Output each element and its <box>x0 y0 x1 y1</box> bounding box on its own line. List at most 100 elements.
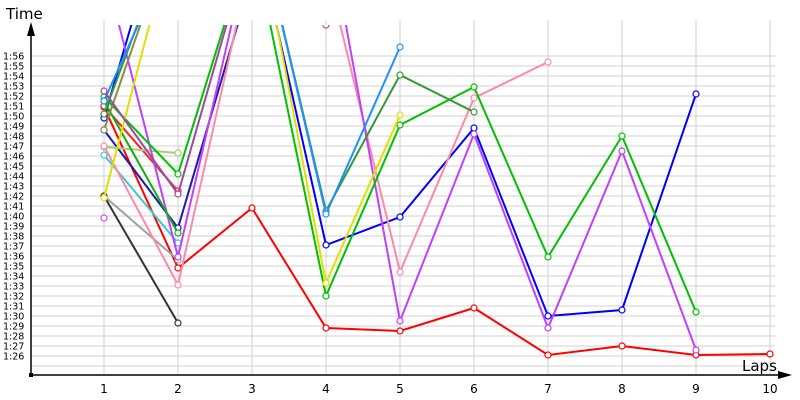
data-point <box>248 204 256 212</box>
y-tick-label: 1:48 <box>3 132 24 143</box>
data-point <box>174 229 182 237</box>
data-point <box>100 110 108 118</box>
x-tick-label: 5 <box>396 382 404 396</box>
data-point <box>470 83 478 91</box>
data-point <box>544 312 552 320</box>
y-tick-label: 1:54 <box>3 72 24 83</box>
series-16 <box>100 25 142 134</box>
x-tick-label: 1 <box>100 382 108 396</box>
data-point <box>396 327 404 335</box>
y-tick-label: 1:31 <box>3 302 24 313</box>
y-tick-label: 1:47 <box>3 142 24 153</box>
data-point <box>396 121 404 129</box>
series-17 <box>100 25 330 198</box>
data-point <box>470 108 478 116</box>
series-15 <box>100 25 404 287</box>
y-tick-label: 1:38 <box>3 232 24 243</box>
x-axis-arrow-icon <box>778 371 792 379</box>
data-point <box>396 317 404 325</box>
data-point <box>174 319 182 327</box>
data-point <box>322 25 330 29</box>
series-line <box>103 25 326 197</box>
data-point <box>174 190 182 198</box>
data-point <box>544 351 552 359</box>
series-14 <box>100 25 404 218</box>
y-tick-label: 1:44 <box>3 172 24 183</box>
series-line <box>103 195 179 261</box>
data-point <box>766 350 774 358</box>
data-point <box>100 214 108 222</box>
data-point <box>470 124 478 132</box>
series-line <box>103 25 401 218</box>
y-tick-label: 1:51 <box>3 102 24 113</box>
series-0 <box>100 103 774 359</box>
y-tick-label: 1:34 <box>3 272 24 283</box>
y-tick-label: 1:50 <box>3 112 24 123</box>
y-tick-label: 1:37 <box>3 242 24 253</box>
data-point <box>470 130 478 138</box>
series-lines <box>100 25 774 359</box>
data-point <box>100 194 108 202</box>
data-point <box>100 97 108 105</box>
y-tick-label: 1:28 <box>3 332 24 343</box>
series-10 <box>100 214 108 222</box>
data-point <box>174 170 182 178</box>
y-tick-label: 1:33 <box>3 282 24 293</box>
x-tick-labels: 1 2 3 4 5 6 7 8 9 10 <box>100 382 777 396</box>
axes <box>27 22 792 379</box>
y-tick-label: 1:30 <box>3 312 24 323</box>
data-point <box>174 281 182 289</box>
data-point <box>692 346 700 354</box>
data-point <box>322 241 330 249</box>
data-point <box>322 279 330 287</box>
data-point <box>174 149 182 157</box>
data-point <box>396 111 404 119</box>
y-tick-label: 1:43 <box>3 182 24 193</box>
data-point <box>470 304 478 312</box>
x-tick-label: 7 <box>544 382 552 396</box>
x-tick-label: 4 <box>322 382 330 396</box>
y-axis-title: Time <box>5 5 43 23</box>
origin-marker <box>29 373 33 377</box>
y-tick-label: 1:42 <box>3 192 24 203</box>
data-point <box>544 58 552 66</box>
x-tick-label: 2 <box>174 382 182 396</box>
series-6 <box>100 192 182 264</box>
x-tick-label: 9 <box>692 382 700 396</box>
y-tick-label: 1:49 <box>3 122 24 133</box>
y-axis-arrow-icon <box>27 22 35 36</box>
y-tick-label: 1:46 <box>3 152 24 163</box>
y-tick-label: 1:29 <box>3 322 24 333</box>
y-tick-labels: 1:261:271:281:291:301:311:321:331:341:35… <box>3 52 24 363</box>
data-point <box>692 308 700 316</box>
x-axis-title: Laps <box>742 357 777 375</box>
data-point <box>100 142 108 150</box>
series-line <box>103 106 771 357</box>
data-point <box>322 292 330 300</box>
series-line <box>103 25 142 131</box>
y-tick-label: 1:55 <box>3 62 24 73</box>
x-tick-label: 8 <box>618 382 626 396</box>
y-tick-label: 1:35 <box>3 262 24 273</box>
data-point <box>618 132 626 140</box>
data-point <box>396 213 404 221</box>
series-8 <box>100 25 552 289</box>
data-point <box>618 147 626 155</box>
data-point <box>100 87 108 95</box>
series-line <box>103 25 401 287</box>
series-line <box>103 195 179 324</box>
series-13 <box>100 25 478 215</box>
series-9 <box>117 25 700 354</box>
data-point <box>470 94 478 102</box>
y-tick-label: 1:27 <box>3 342 24 353</box>
data-point <box>692 90 700 98</box>
data-point <box>544 253 552 261</box>
data-point <box>544 324 552 332</box>
y-tick-label: 1:56 <box>3 52 24 63</box>
y-tick-label: 1:36 <box>3 252 24 263</box>
data-point <box>174 253 182 261</box>
y-tick-label: 1:52 <box>3 92 24 103</box>
y-tick-label: 1:45 <box>3 162 24 173</box>
data-point <box>322 324 330 332</box>
